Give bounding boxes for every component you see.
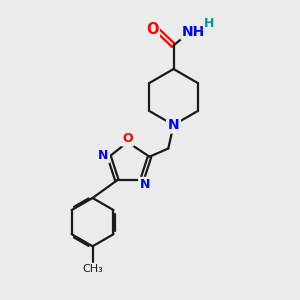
Text: NH: NH (182, 25, 205, 39)
Text: N: N (168, 118, 179, 132)
Text: N: N (98, 149, 109, 162)
Text: H: H (204, 17, 215, 30)
Text: O: O (122, 132, 133, 145)
Text: N: N (140, 178, 150, 191)
Text: O: O (146, 22, 158, 37)
Text: CH₃: CH₃ (82, 264, 103, 274)
